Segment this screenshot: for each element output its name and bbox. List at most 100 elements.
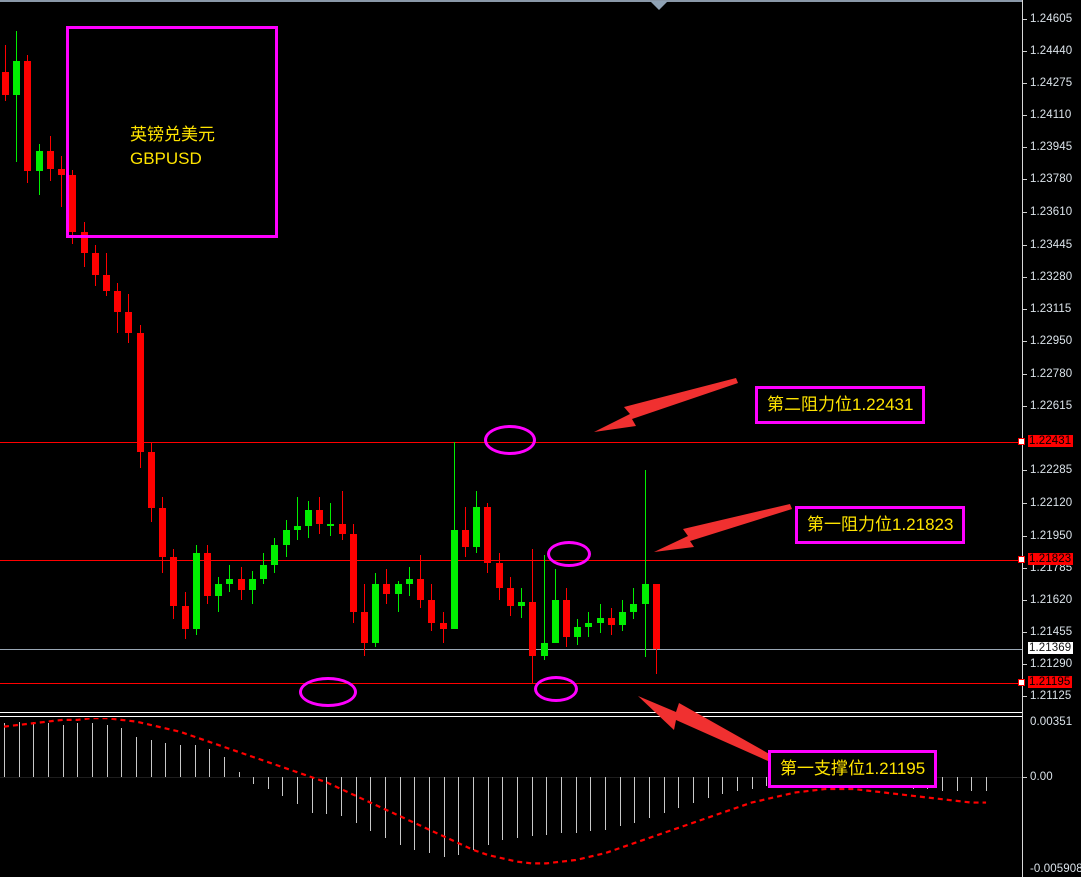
macd-bar xyxy=(487,777,489,845)
axis-tick xyxy=(1023,212,1027,214)
axis-label-1.21620: 1.21620 xyxy=(1030,594,1073,607)
macd-bar xyxy=(62,724,64,778)
macd-bar xyxy=(560,777,562,833)
axis-current-price-label: 1.21369 xyxy=(1028,641,1074,654)
axis-tick xyxy=(1023,502,1027,504)
axis-tick xyxy=(1023,308,1027,310)
macd-bar xyxy=(678,777,680,808)
macd-bar xyxy=(604,777,606,830)
ind-axis-max: 0.00351 xyxy=(1030,716,1073,728)
axis-label-1.22285: 1.22285 xyxy=(1030,464,1073,477)
window-top-rule xyxy=(0,0,1081,2)
axis-label-1.24440: 1.24440 xyxy=(1030,44,1073,57)
macd-bar xyxy=(4,723,5,778)
axis-label-1.23945: 1.23945 xyxy=(1030,141,1073,154)
marker-ellipse-resistance2 xyxy=(484,425,536,455)
pane-divider-bottom xyxy=(0,716,1022,717)
macd-bar xyxy=(648,777,650,818)
macd-bar xyxy=(663,777,665,813)
axis-label-1.24605: 1.24605 xyxy=(1030,12,1073,25)
axis-tick xyxy=(1023,340,1027,342)
macd-bar xyxy=(766,777,768,786)
macd-bar xyxy=(179,745,181,778)
macd-bar xyxy=(575,777,577,833)
macd-bar xyxy=(326,777,328,815)
marker-ellipse-resistance1 xyxy=(547,541,591,567)
axis-tick xyxy=(1023,567,1027,569)
macd-bar xyxy=(194,745,196,778)
axis-level-marker[interactable] xyxy=(1018,678,1025,686)
axis-tick xyxy=(1023,374,1027,376)
macd-bar xyxy=(531,777,533,837)
macd-bar xyxy=(956,777,958,791)
symbol-code: GBPUSD xyxy=(130,149,202,168)
axis-label-1.23115: 1.23115 xyxy=(1030,302,1072,315)
axis-tick xyxy=(1023,179,1027,181)
macd-bar xyxy=(736,777,738,791)
pane-divider-top xyxy=(0,712,1022,713)
macd-bar xyxy=(414,777,416,850)
axis-tick xyxy=(1023,114,1027,116)
axis-tick xyxy=(1023,82,1027,84)
macd-bar xyxy=(634,777,636,823)
axis-level-label-1.22431: 1.22431 xyxy=(1028,435,1074,448)
axis-label-1.22120: 1.22120 xyxy=(1030,496,1073,509)
ind-axis-min: -0.005908 xyxy=(1030,863,1081,875)
level-line-1.21369[interactable] xyxy=(0,648,1022,650)
macd-bar xyxy=(267,777,269,790)
macd-bar xyxy=(546,777,548,835)
axis-label-1.24275: 1.24275 xyxy=(1030,76,1073,89)
macd-bar xyxy=(238,772,240,778)
macd-bar xyxy=(370,777,372,832)
macd-bar xyxy=(77,723,79,778)
macd-indicator-pane[interactable] xyxy=(0,718,1022,877)
marker-ellipse-support-left xyxy=(299,677,357,707)
macd-bar xyxy=(399,777,401,845)
level-line-1.21195[interactable] xyxy=(0,682,1022,684)
macd-bar xyxy=(135,736,137,778)
macd-bar xyxy=(458,777,460,855)
axis-label-1.21290: 1.21290 xyxy=(1030,658,1073,671)
macd-zero-line xyxy=(0,777,1022,779)
axis-label-1.21455: 1.21455 xyxy=(1030,626,1073,639)
axis-label-1.22780: 1.22780 xyxy=(1030,368,1073,381)
macd-signal-line xyxy=(3,718,987,865)
macd-bar xyxy=(165,743,167,778)
axis-label-1.21950: 1.21950 xyxy=(1030,529,1073,542)
axis-label-1.23780: 1.23780 xyxy=(1030,173,1073,186)
axis-label-1.23280: 1.23280 xyxy=(1030,270,1073,283)
price-axis[interactable]: 1.24605 1.24440 1.24275 1.24110 1.23945 1.237… xyxy=(1018,0,1081,877)
axis-level-label-1.21823: 1.21823 xyxy=(1028,553,1074,566)
macd-bar xyxy=(91,723,93,778)
label-resistance-2: 第二阻力位1.22431 xyxy=(755,386,926,424)
axis-tick xyxy=(1023,18,1027,20)
chevron-down-icon[interactable] xyxy=(650,1,668,10)
macd-bar xyxy=(385,777,387,839)
macd-bar xyxy=(517,777,519,839)
macd-bar xyxy=(971,777,973,791)
macd-bar xyxy=(33,721,35,778)
macd-bar xyxy=(253,777,255,784)
macd-bar xyxy=(209,748,211,778)
macd-bar xyxy=(341,777,343,817)
axis-tick xyxy=(1023,664,1027,666)
axis-level-marker[interactable] xyxy=(1018,556,1025,564)
axis-tick xyxy=(1023,147,1027,149)
axis-tick xyxy=(1023,244,1027,246)
axis-label-1.23610: 1.23610 xyxy=(1030,206,1073,219)
label-support-1: 第一支撑位1.21195 xyxy=(768,750,938,788)
symbol-callout-box xyxy=(66,26,278,238)
price-chart-pane[interactable] xyxy=(0,2,1022,713)
ind-axis-zero: 0.00 xyxy=(1030,771,1053,784)
axis-tick xyxy=(1023,777,1027,779)
macd-bar xyxy=(707,777,709,798)
macd-bar xyxy=(311,777,313,813)
axis-label-1.22950: 1.22950 xyxy=(1030,334,1073,347)
level-line-1.21823[interactable] xyxy=(0,560,1022,562)
macd-bar xyxy=(106,724,108,778)
axis-tick xyxy=(1023,632,1027,634)
axis-level-marker[interactable] xyxy=(1018,438,1025,446)
axis-label-1.23445: 1.23445 xyxy=(1030,238,1073,251)
axis-tick xyxy=(1023,406,1027,408)
